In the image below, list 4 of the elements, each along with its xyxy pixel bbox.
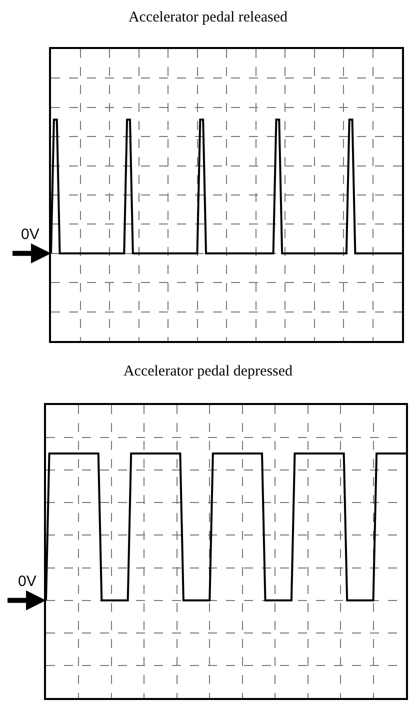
chart-title: Accelerator pedal depressed bbox=[123, 363, 294, 380]
chart-title: Accelerator pedal released bbox=[128, 9, 288, 26]
text: 0V bbox=[21, 226, 40, 243]
text: 0V bbox=[18, 573, 36, 590]
